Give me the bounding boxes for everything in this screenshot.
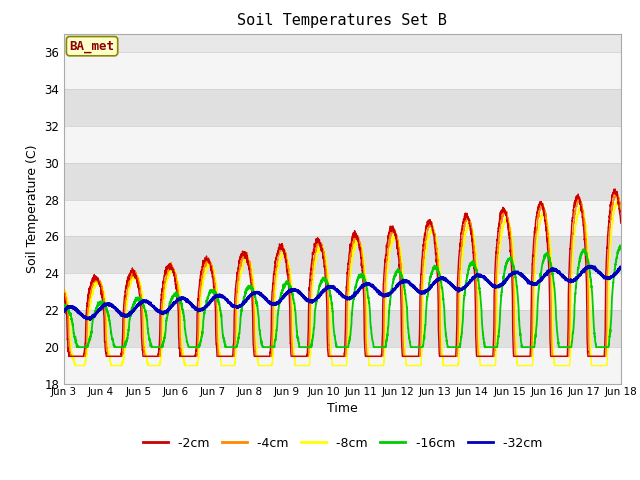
Y-axis label: Soil Temperature (C): Soil Temperature (C) [26,144,38,273]
Bar [64,347,621,384]
Bar [64,200,621,237]
Bar [64,273,621,310]
Bar [64,310,621,347]
Legend:  -2cm,  -4cm,  -8cm,  -16cm,  -32cm: -2cm, -4cm, -8cm, -16cm, -32cm [138,432,547,455]
Text: BA_met: BA_met [70,40,115,53]
Bar [64,126,621,163]
Bar [64,89,621,126]
Bar [64,163,621,200]
Bar [64,52,621,89]
X-axis label: Time: Time [327,402,358,415]
Bar [64,237,621,273]
Title: Soil Temperatures Set B: Soil Temperatures Set B [237,13,447,28]
